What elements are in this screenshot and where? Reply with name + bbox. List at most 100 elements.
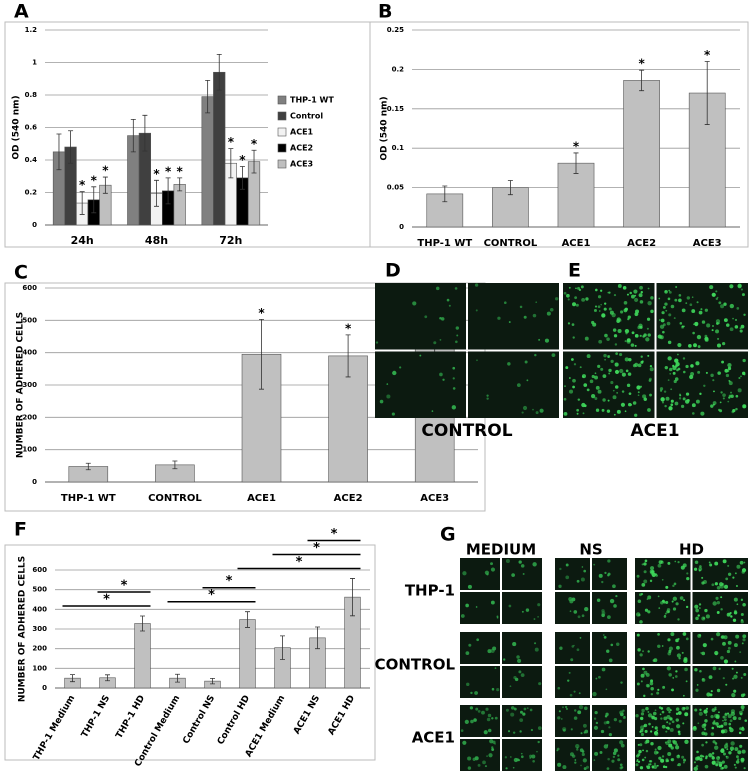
cell [731,692,736,698]
cell [691,309,696,314]
cell [665,396,670,401]
cell [660,560,664,564]
cell [569,389,574,394]
x-tick-label: THP-1 HD [114,694,147,741]
cell [563,397,567,401]
cell [705,371,708,374]
cell [639,725,645,730]
cell [597,364,601,368]
cell [733,643,738,648]
cell [617,758,621,762]
cell [710,637,714,641]
cell [653,762,657,766]
cell [666,714,671,720]
cell [624,357,629,362]
cell [616,392,618,394]
cell [582,412,585,415]
error-bar [259,318,264,390]
cell [614,385,619,389]
cell [743,673,747,676]
cell [728,381,733,386]
cell [519,305,523,309]
cell [617,328,622,334]
cell [674,358,679,363]
cell [741,568,747,573]
cell [592,691,597,697]
y-axis-label: OD (540 nm) [12,95,22,159]
cell [720,724,724,728]
cell [594,397,598,401]
comparison-star: * [226,574,233,589]
cell [727,640,732,645]
cell [485,707,489,711]
cell [726,323,730,327]
cell [616,409,621,414]
cell [677,711,682,715]
cell [604,571,607,575]
cell [677,342,682,348]
cell [564,705,568,709]
cell [649,367,654,372]
cell [723,584,729,589]
x-tick-label: THP-1 WT [417,238,472,249]
y-axis-label: OD (540 nm) [380,96,390,160]
cell [583,706,588,711]
cell [691,403,696,408]
cell [627,315,631,319]
cell [684,667,688,672]
cell [639,593,642,597]
cell [715,290,718,293]
cell [650,730,653,733]
cell [643,570,647,574]
x-tick-label: ACE1 NS [292,694,322,736]
row-label: CONTROL [375,656,456,674]
cell [649,579,653,583]
cell [664,290,667,293]
cell [740,324,745,329]
error-bar [228,148,234,179]
cell [375,341,379,344]
significance-star: * [345,321,352,335]
cell [664,765,668,769]
cell [558,584,562,588]
cell [699,392,702,396]
cell [673,582,677,586]
cell [626,339,631,344]
cell [563,291,567,295]
cell [486,397,489,400]
cell [724,746,727,749]
cell [743,561,746,564]
cell [439,372,443,377]
cell [742,602,746,607]
cell [609,310,614,315]
cell [703,580,707,584]
cell [741,749,746,754]
comparison-star: * [296,555,303,570]
micrograph [555,592,590,624]
cell [572,336,575,339]
cell [565,366,569,370]
cell [649,393,652,397]
cell [743,405,746,408]
cell [727,714,732,719]
cell [642,394,647,399]
cell [739,744,743,748]
cell [730,615,733,618]
column-header: HD [679,541,704,559]
cell [734,766,737,769]
cell [659,324,665,329]
y-tick-label: 0 [42,684,47,692]
cell [650,570,655,575]
cell [647,650,650,653]
cell [636,754,640,758]
cell [674,401,679,406]
error-bar [245,611,250,628]
cell [682,722,685,725]
cell [701,678,706,682]
x-tick-label: THP-1 WT [61,493,116,504]
x-tick-label: ACE1 [247,493,276,504]
cell [684,712,689,717]
cell [484,570,490,575]
cell [637,743,640,746]
cell [654,709,657,712]
